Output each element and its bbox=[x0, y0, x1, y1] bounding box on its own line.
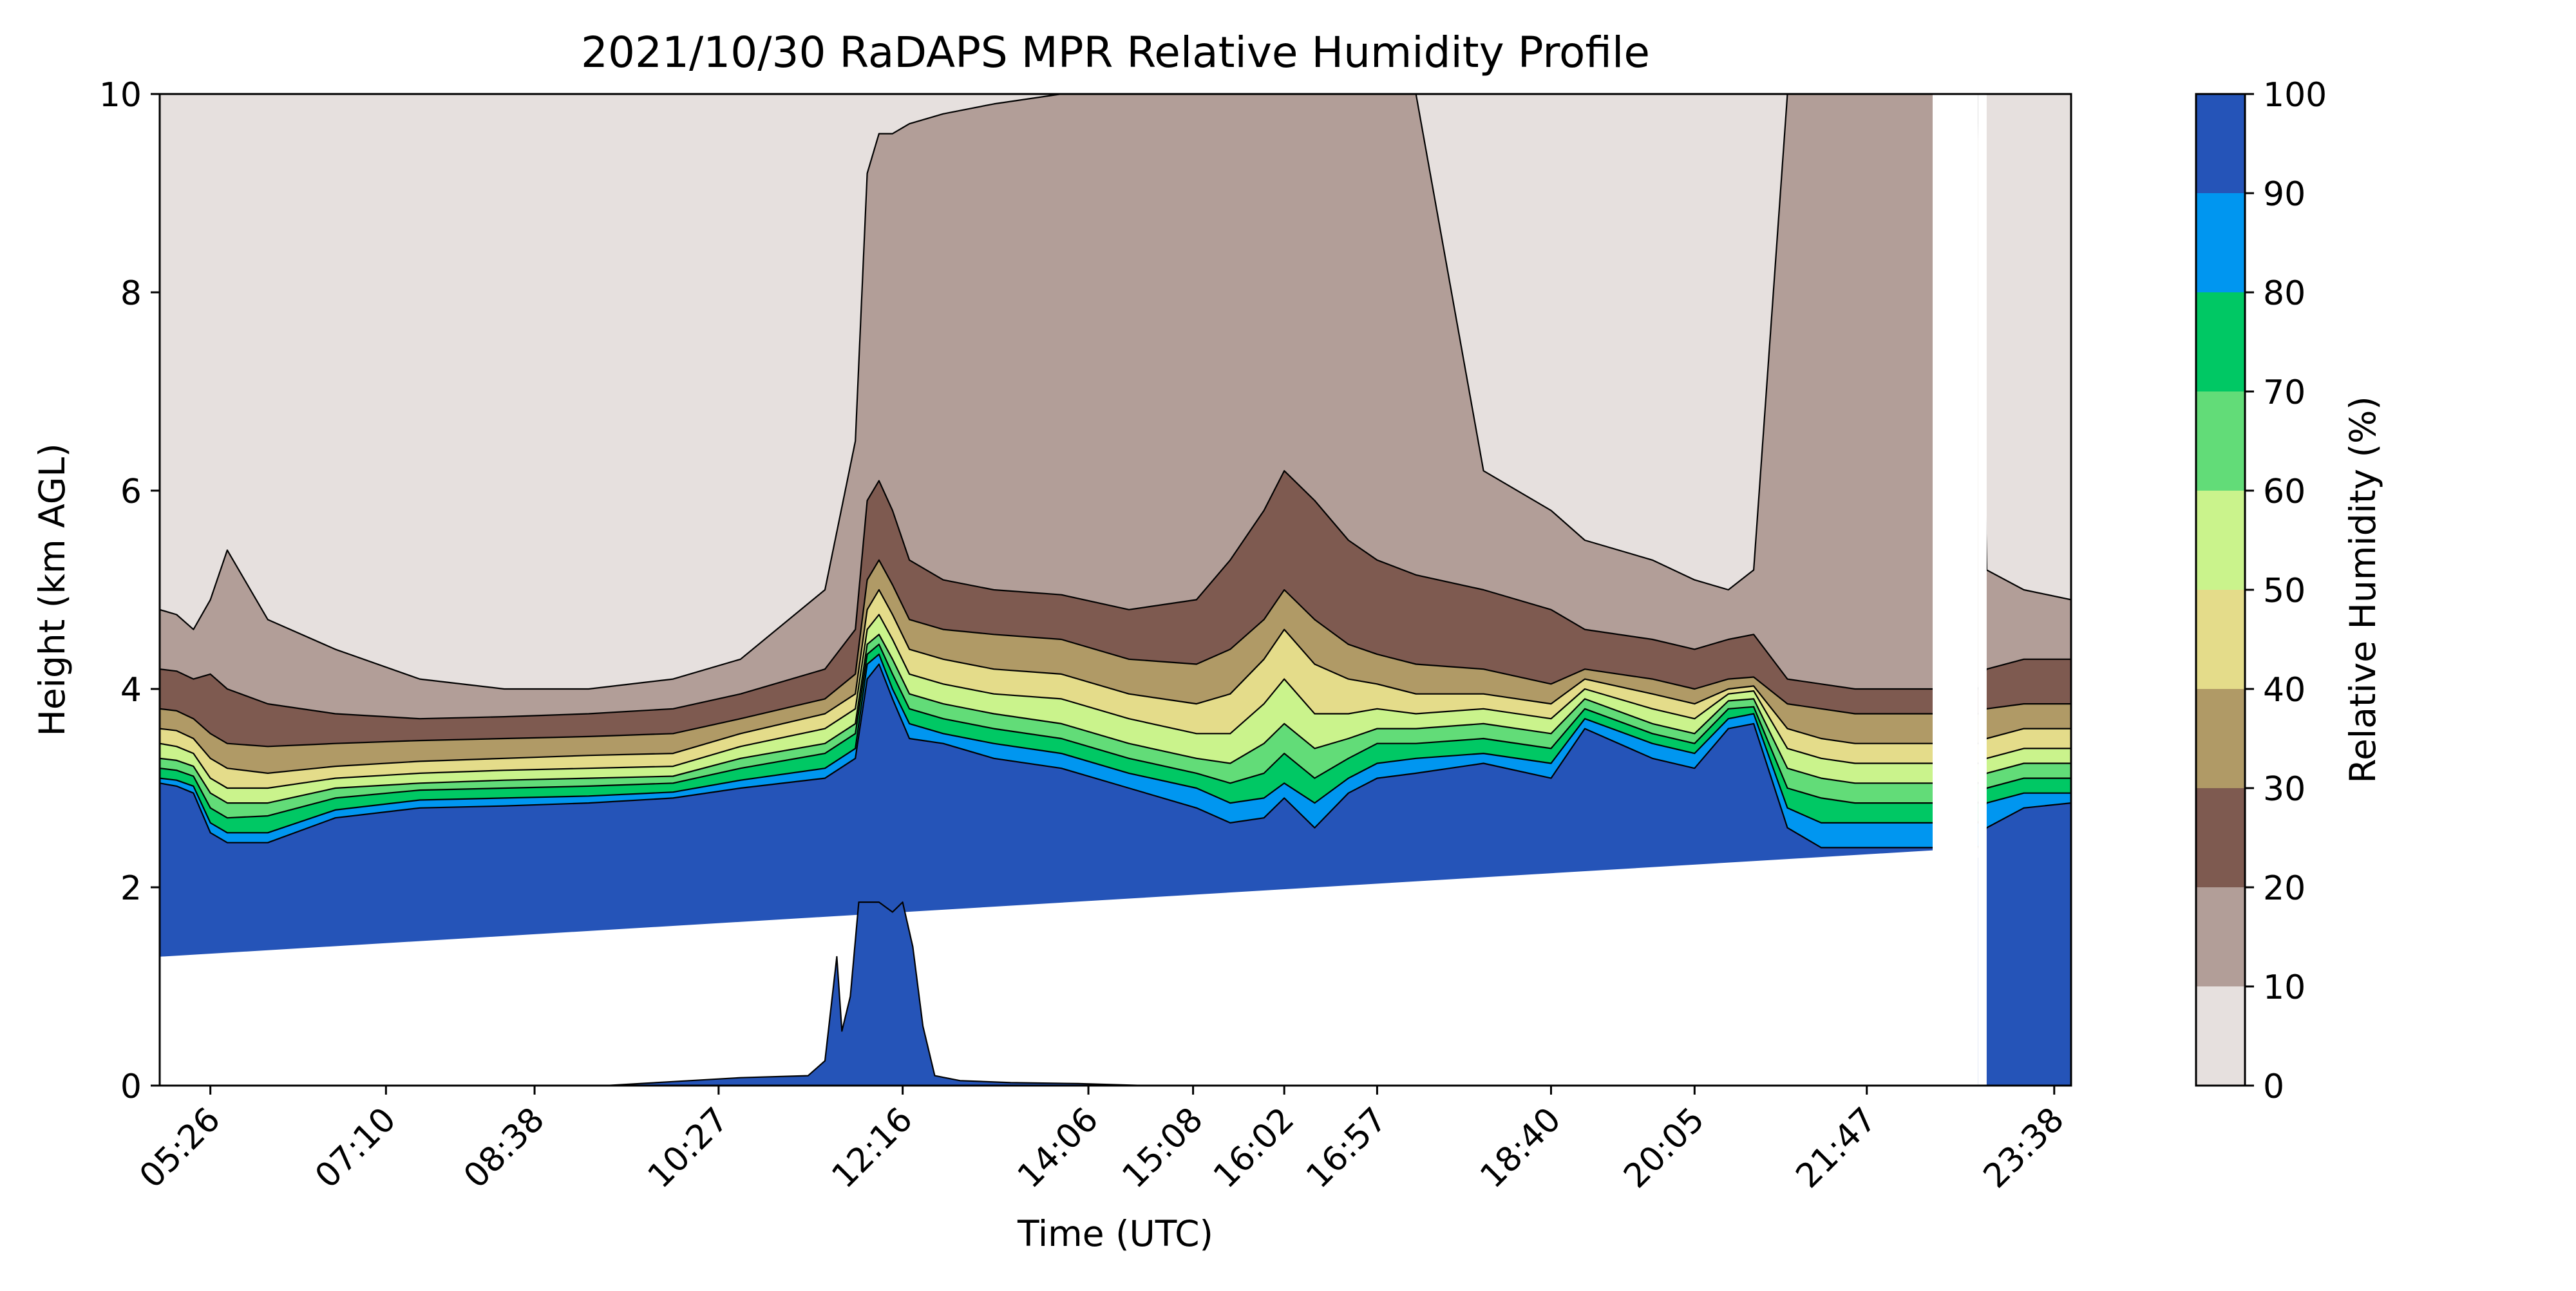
colorbar-segment bbox=[2196, 491, 2245, 590]
contour-line bbox=[160, 643, 2071, 819]
missing-data-gap bbox=[160, 847, 1978, 1086]
colorbar-segment bbox=[2196, 391, 2245, 491]
colorbar-segment bbox=[2196, 193, 2245, 292]
contour-line bbox=[160, 470, 2071, 720]
contour-line bbox=[160, 663, 2071, 849]
colorbar-tick-label: 0 bbox=[2263, 1068, 2284, 1106]
y-tick-label: 10 bbox=[99, 76, 142, 115]
colorbar-segment bbox=[2196, 788, 2245, 887]
x-tick-label: 20:05 bbox=[1616, 1100, 1712, 1196]
y-tick-label: 6 bbox=[120, 473, 142, 511]
x-tick-label: 14:06 bbox=[1010, 1100, 1106, 1196]
chart-title: 2021/10/30 RaDAPS MPR Relative Humidity … bbox=[581, 28, 1650, 77]
colorbar-tick-label: 70 bbox=[2263, 373, 2306, 412]
contour-line bbox=[160, 559, 2071, 748]
colorbar-segment bbox=[2196, 689, 2245, 788]
y-axis: 0 2 4 6 8 10 bbox=[99, 76, 160, 1106]
y-axis-label: Height (km AGL) bbox=[32, 443, 73, 736]
contour-line bbox=[160, 634, 2071, 804]
colorbar-segment bbox=[2196, 590, 2245, 689]
contour-line bbox=[160, 654, 2071, 834]
x-tick-label: 07:10 bbox=[308, 1100, 403, 1196]
colorbar-label: Relative Humidity (%) bbox=[2342, 396, 2383, 783]
y-tick-label: 8 bbox=[120, 274, 142, 313]
plot-area bbox=[160, 94, 2071, 1086]
x-tick-label: 23:38 bbox=[1976, 1100, 2072, 1196]
colorbar-tick-label: 80 bbox=[2263, 274, 2306, 313]
plot-frame bbox=[158, 93, 2072, 1087]
colorbar-tick-label: 50 bbox=[2263, 572, 2306, 610]
colorbar-segment bbox=[2196, 94, 2245, 193]
x-tick-label: 08:38 bbox=[457, 1100, 552, 1196]
y-tick-label: 4 bbox=[120, 671, 142, 710]
y-tick-label: 2 bbox=[120, 869, 142, 908]
missing-data-gap bbox=[1978, 94, 1987, 1086]
x-tick-label: 15:08 bbox=[1115, 1100, 1210, 1196]
contour-line bbox=[160, 94, 2071, 690]
colorbar-segment bbox=[2196, 986, 2245, 1086]
surface-moisture-region bbox=[160, 901, 1979, 1086]
x-tick-label: 18:40 bbox=[1473, 1100, 1568, 1196]
missing-data-gap bbox=[1933, 94, 1978, 858]
x-axis: 05:26 07:10 08:38 10:27 12:16 14:06 15:0816:02… bbox=[132, 1086, 2072, 1196]
x-tick-label: 16:02 bbox=[1206, 1100, 1302, 1196]
y-tick-label: 0 bbox=[120, 1068, 142, 1106]
x-tick-label: 12:16 bbox=[824, 1100, 920, 1196]
colorbar-tick-label: 20 bbox=[2263, 869, 2306, 908]
contour-line bbox=[160, 589, 2071, 774]
colorbar-tick-label: 30 bbox=[2263, 770, 2306, 809]
x-tick-label: 16:57 bbox=[1299, 1100, 1394, 1196]
colorbar-tick-label: 40 bbox=[2263, 671, 2306, 710]
x-tick-label: 21:47 bbox=[1789, 1100, 1884, 1196]
x-tick-label: 05:26 bbox=[132, 1100, 227, 1196]
colorbar-tick-label: 90 bbox=[2263, 175, 2306, 214]
colorbar-tick-label: 10 bbox=[2263, 968, 2306, 1007]
colorbar-segment bbox=[2196, 887, 2245, 986]
x-tick-label: 10:27 bbox=[641, 1100, 736, 1196]
colorbar: 0 10 20 30 40 50 60 70 80 90 100 bbox=[2195, 76, 2327, 1106]
x-axis-label: Time (UTC) bbox=[1017, 1213, 1213, 1254]
colorbar-segment bbox=[2196, 292, 2245, 391]
contour-line bbox=[160, 614, 2071, 789]
colorbar-tick-label: 60 bbox=[2263, 473, 2306, 511]
colorbar-tick-label: 100 bbox=[2263, 76, 2327, 115]
